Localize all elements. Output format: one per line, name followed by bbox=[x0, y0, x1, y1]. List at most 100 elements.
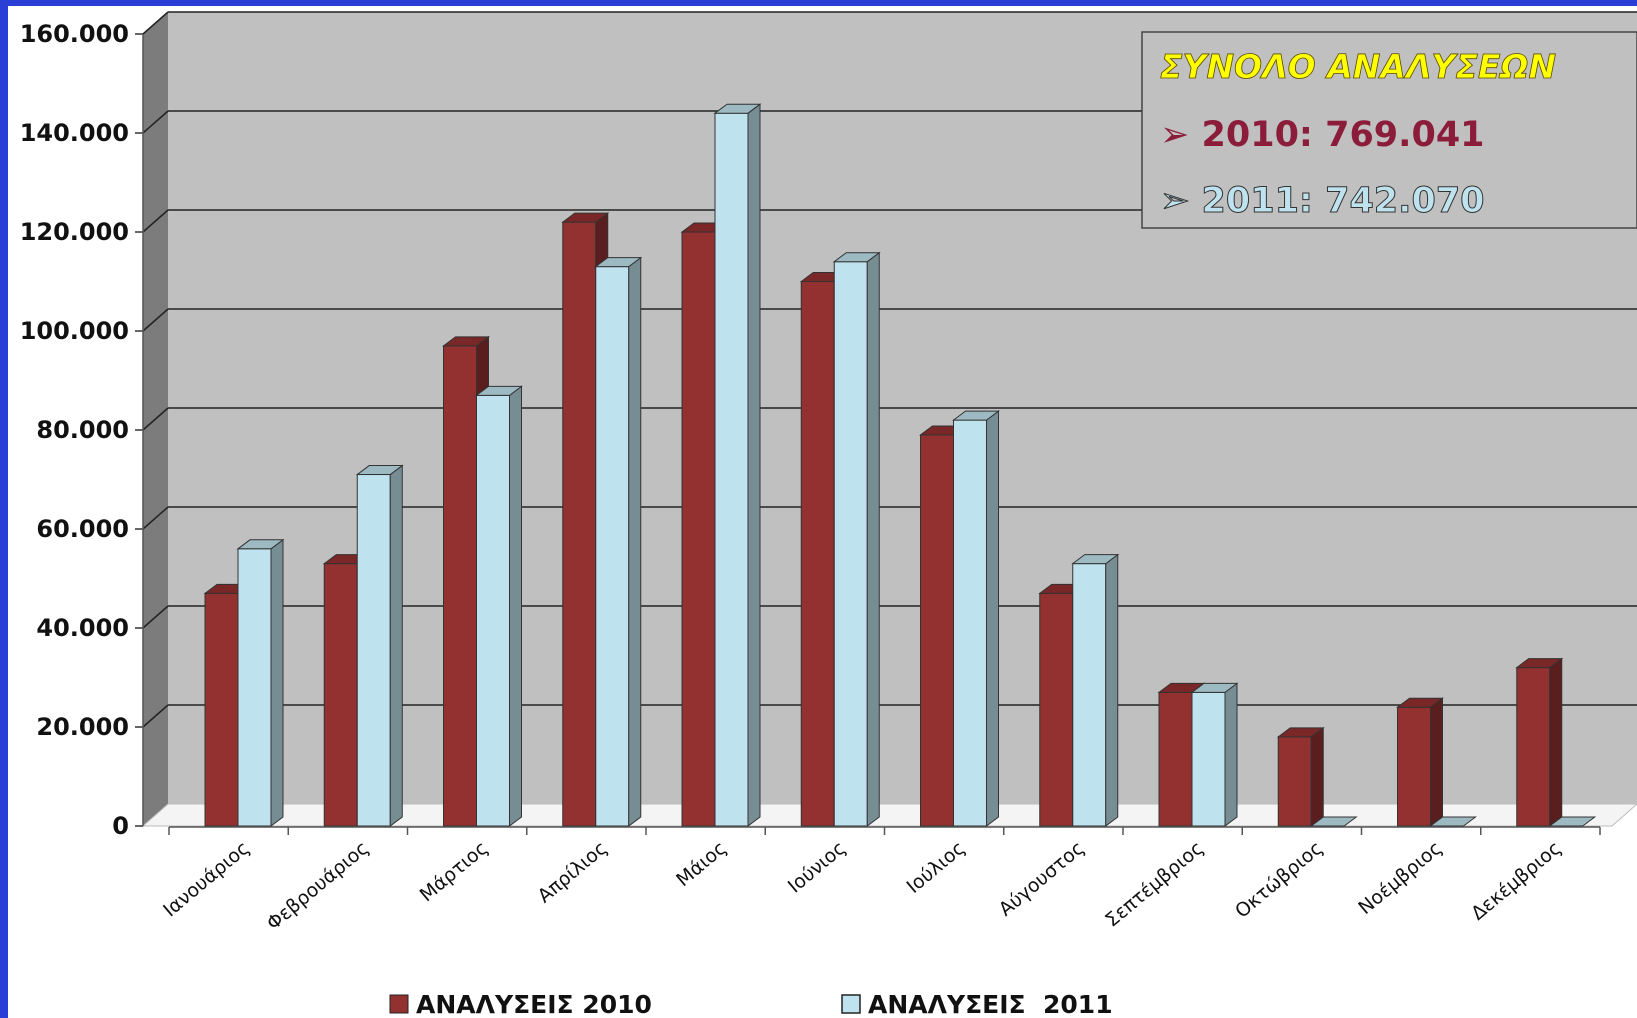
bar-side bbox=[270, 538, 284, 827]
bar bbox=[832, 251, 881, 827]
bar-front bbox=[595, 266, 630, 827]
x-tick-label: Ιούνιος bbox=[784, 837, 850, 898]
bar bbox=[1071, 553, 1120, 827]
gridline-side bbox=[142, 704, 169, 728]
bar bbox=[1548, 816, 1597, 827]
y-tick-label: 120.000 bbox=[20, 218, 129, 246]
gridline-side bbox=[142, 605, 169, 629]
x-tick-label: Σεπτέμβριος bbox=[1101, 837, 1208, 932]
bar-side bbox=[1105, 553, 1119, 827]
y-tick-label: 0 bbox=[112, 812, 129, 840]
x-tick-label: Ιανουάριος bbox=[159, 837, 254, 921]
bar-front bbox=[476, 394, 510, 827]
bar bbox=[1309, 816, 1358, 827]
bar-front bbox=[443, 345, 477, 827]
bar-side bbox=[1430, 697, 1443, 827]
x-tick-label: Αύγουστος bbox=[995, 837, 1089, 921]
x-tick-label: Μάρτιος bbox=[416, 837, 493, 906]
bar bbox=[1190, 682, 1239, 827]
bar-front bbox=[237, 548, 272, 827]
bar-front bbox=[953, 419, 987, 827]
bar-front bbox=[1158, 691, 1193, 827]
bar-front bbox=[1039, 592, 1074, 827]
bar-top bbox=[1548, 816, 1597, 827]
bar-front bbox=[323, 563, 358, 827]
bar-side bbox=[747, 103, 761, 827]
gridline-side bbox=[142, 308, 169, 332]
bar-side bbox=[866, 251, 880, 827]
bar bbox=[355, 464, 404, 827]
bar-front bbox=[1397, 706, 1431, 827]
bar bbox=[236, 538, 285, 827]
bar-front bbox=[1516, 667, 1551, 827]
bar-side bbox=[1549, 657, 1563, 827]
x-tick-label: Μάιος bbox=[672, 837, 731, 891]
totals-annotation-panel bbox=[1141, 31, 1637, 229]
legend: ΑΝΑΛΥΣΕΙΣ 2010 ΑΝΑΛΥΣΕΙΣ 2011 bbox=[389, 990, 1113, 1018]
bar-front bbox=[1072, 563, 1107, 827]
bar bbox=[594, 256, 643, 827]
bar bbox=[1429, 816, 1477, 827]
bar-side bbox=[389, 464, 403, 827]
bar-top bbox=[713, 103, 762, 114]
x-tick-label: Ιούλιος bbox=[903, 837, 970, 898]
y-tick-label: 160.000 bbox=[20, 20, 129, 48]
gridline-side bbox=[142, 407, 169, 431]
chart-frame: 0 20.000 40.000 60.000 80.000 100.000 120.000 1… bbox=[8, 6, 1637, 1018]
bar-chart: 0 20.000 40.000 60.000 80.000 100.000 120.000 1… bbox=[20, 11, 1637, 1018]
bar-top bbox=[594, 257, 643, 268]
bar-top bbox=[475, 385, 523, 396]
bar-top bbox=[1190, 682, 1239, 693]
legend-swatch-2011 bbox=[841, 994, 861, 1014]
bar-front bbox=[920, 434, 954, 827]
bar-front bbox=[562, 221, 597, 827]
bar-front bbox=[714, 112, 749, 827]
bar-top bbox=[561, 212, 610, 223]
legend-label-2010: ΑΝΑΛΥΣΕΙΣ 2010 bbox=[416, 990, 652, 1018]
bar-side bbox=[986, 410, 999, 827]
bar-front bbox=[800, 281, 835, 827]
gridline-side bbox=[142, 506, 169, 530]
totals-annotation-2010: ➢ 2010: 769.041 bbox=[1160, 115, 1485, 155]
totals-annotation-title: ΣΥΝΟΛΟ ΑΝΑΛΥΣΕΩΝ bbox=[1160, 47, 1556, 86]
bar-side bbox=[628, 256, 642, 827]
y-tick-label: 40.000 bbox=[36, 614, 129, 642]
y-tick-label: 60.000 bbox=[36, 515, 129, 543]
totals-annotation-2011: ➢ 2011: 742.070 bbox=[1160, 181, 1485, 221]
bar-top bbox=[1309, 816, 1358, 827]
bar-top bbox=[355, 465, 404, 476]
bar-top bbox=[1515, 658, 1564, 669]
bar bbox=[713, 103, 762, 827]
bar-side bbox=[1224, 682, 1238, 827]
bar-top bbox=[442, 336, 490, 347]
bar bbox=[475, 385, 523, 827]
y-tick-label: 80.000 bbox=[36, 416, 129, 444]
x-tick-label: Απρίλιος bbox=[534, 837, 612, 907]
bar-front bbox=[681, 231, 716, 827]
bar-side bbox=[509, 385, 522, 827]
x-tick-label: Δεκέμβριος bbox=[1467, 837, 1566, 925]
y-tick-label: 20.000 bbox=[36, 713, 129, 741]
bar-top bbox=[1276, 727, 1325, 738]
gridline-side bbox=[142, 11, 169, 35]
gridline-side bbox=[142, 209, 169, 233]
bar-top bbox=[832, 252, 881, 263]
bar-top bbox=[1071, 554, 1120, 565]
x-tick-label: Οκτώβριος bbox=[1231, 837, 1327, 923]
bar-front bbox=[833, 261, 868, 827]
bar-front bbox=[1191, 691, 1226, 827]
bar-top bbox=[1429, 816, 1477, 827]
bar-top bbox=[236, 539, 285, 550]
bar-top bbox=[1396, 697, 1444, 708]
y-tick-label: 100.000 bbox=[20, 317, 129, 345]
bar-side bbox=[1310, 726, 1324, 827]
bar-front bbox=[356, 474, 391, 827]
x-tick-label: Νοέμβριος bbox=[1354, 837, 1446, 919]
bar bbox=[1515, 657, 1564, 827]
totals-annotation: ΣΥΝΟΛΟ ΑΝΑΛΥΣΕΩΝ ➢ 2010: 769.041 ➢ 2011:… bbox=[1141, 31, 1637, 229]
legend-label-2011: ΑΝΑΛΥΣΕΙΣ 2011 bbox=[868, 990, 1113, 1018]
y-tick-label: 140.000 bbox=[20, 119, 129, 147]
legend-swatch-2010 bbox=[389, 994, 409, 1014]
bar bbox=[1276, 726, 1325, 827]
bar-front bbox=[1277, 736, 1312, 827]
